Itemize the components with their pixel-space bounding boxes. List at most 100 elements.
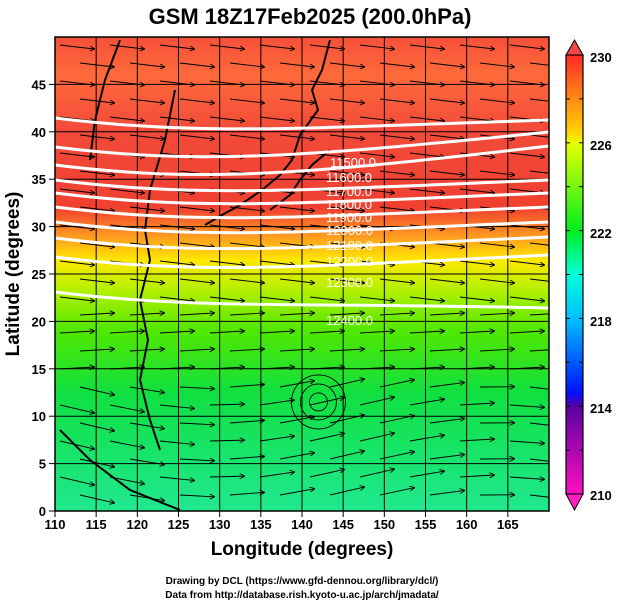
streamline: [459, 367, 494, 369]
streamline: [429, 62, 464, 67]
streamline: [209, 116, 244, 121]
streamline: [429, 491, 464, 496]
y-tick-label: 35: [32, 172, 46, 187]
y-axis: 0 5 10 15 20 25 30 35 40 45: [32, 77, 55, 519]
streamline: [509, 224, 544, 229]
y-axis-label: Latitude (degrees): [3, 192, 24, 357]
streamline: [409, 188, 444, 193]
x-tick-label: 155: [415, 517, 437, 532]
streamline: [329, 98, 364, 103]
streamline: [79, 206, 114, 211]
streamline: [359, 367, 394, 369]
streamline: [429, 242, 464, 247]
streamline: [459, 296, 494, 301]
streamline: [159, 404, 194, 408]
streamline: [329, 170, 364, 175]
streamline: [329, 451, 364, 460]
streamline: [529, 349, 549, 352]
contour-label: 12200.0: [326, 254, 373, 269]
streamline: [109, 367, 144, 369]
streamline: [479, 242, 514, 247]
streamline: [429, 278, 464, 283]
streamline: [509, 367, 544, 369]
streamline-vortex: [300, 383, 337, 421]
contour-label: 11500.0: [330, 155, 376, 170]
streamline: [79, 134, 114, 139]
streamline: [529, 62, 549, 66]
streamline: [209, 260, 244, 265]
streamline: [479, 278, 514, 283]
streamline: [59, 80, 94, 85]
streamline: [359, 116, 394, 121]
streamline: [109, 116, 144, 121]
streamline: [279, 349, 314, 351]
streamline: [279, 134, 314, 139]
contour-11900: [55, 191, 549, 206]
streamline: [179, 98, 214, 103]
streamline: [129, 386, 164, 393]
streamline: [479, 170, 514, 175]
streamline: [309, 367, 344, 369]
contour-label: 12000.0: [326, 223, 373, 238]
streamline: [459, 260, 494, 265]
streamline: [529, 98, 549, 102]
contour-label: 11700.0: [326, 184, 372, 199]
streamline: [409, 471, 444, 478]
streamline: [59, 367, 94, 369]
x-axis: 110 115 120 125 130 135 140 145 150 155 160 165: [45, 511, 519, 532]
streamline: [359, 397, 394, 406]
streamline: [59, 404, 94, 413]
streamline: [329, 487, 364, 496]
streamline: [259, 436, 294, 442]
streamline: [259, 367, 294, 369]
y-tick-label: 25: [32, 267, 46, 282]
streamline: [409, 435, 444, 442]
streamline-vortex: [309, 392, 328, 412]
streamline: [209, 296, 244, 301]
streamline: [159, 224, 194, 229]
streamline: [109, 44, 144, 49]
streamline: [259, 44, 294, 49]
colorbar-label: 218: [590, 314, 612, 329]
streamline: [129, 313, 164, 315]
streamline: [79, 386, 114, 395]
y-tick-label: 15: [32, 362, 46, 377]
streamline: [229, 384, 264, 388]
streamline: [159, 331, 194, 333]
streamline: [179, 242, 214, 247]
streamline: [329, 62, 364, 67]
streamline: [179, 134, 214, 139]
streamline: [179, 349, 214, 351]
streamline: [129, 422, 164, 429]
streamline: [379, 488, 414, 496]
streamline: [179, 423, 214, 425]
streamline: [509, 296, 544, 301]
streamline: [179, 278, 214, 283]
contour-label: 12400.0: [326, 313, 373, 328]
streamline: [109, 188, 144, 193]
streamline: [79, 422, 114, 431]
y-tick-label: 0: [39, 504, 46, 519]
streamline: [429, 419, 464, 424]
streamline: [279, 206, 314, 211]
x-tick-label: 115: [86, 517, 107, 532]
streamline: [409, 116, 444, 121]
chart-title: GSM 18Z17Feb2025 (200.0hPa): [149, 4, 472, 29]
colorbar-label: 222: [590, 226, 612, 241]
contour-11600: [55, 130, 549, 159]
contour-label: 11900.0: [326, 210, 372, 225]
streamline: [379, 170, 414, 175]
streamline: [129, 62, 164, 67]
streamline: [159, 260, 194, 265]
streamline: [429, 170, 464, 175]
streamline: [209, 404, 244, 405]
height-contours: [55, 116, 549, 310]
streamline: [59, 152, 94, 157]
streamline: [159, 367, 194, 369]
y-tick-label: 10: [32, 409, 46, 424]
streamline: [59, 296, 94, 301]
streamline: [509, 441, 544, 443]
streamline: [209, 331, 244, 333]
streamline: [59, 476, 94, 485]
streamline: [429, 98, 464, 103]
